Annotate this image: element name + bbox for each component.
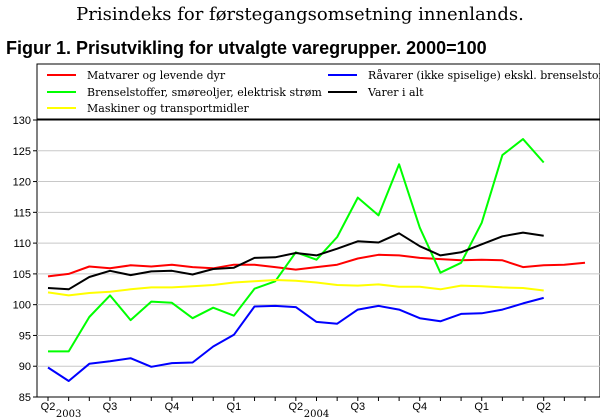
y-tick-label: 100: [13, 300, 31, 312]
legend-label: Matvarer og levende dyr: [87, 69, 226, 82]
legend-label: Brenselstoffer, smøreoljer, elektrisk st…: [87, 86, 322, 99]
x-quarter-label: Q3: [103, 401, 118, 413]
series-layer: [47, 138, 586, 382]
x-quarter-label: Q4: [412, 401, 427, 413]
series-line: [47, 253, 586, 278]
legend-box: [36, 63, 600, 120]
y-tick-label: 110: [13, 238, 31, 250]
y-axis-ticks: 85 90 95 100 105 110 115 120 125 130: [13, 115, 37, 404]
y-tick-label: 105: [13, 269, 31, 281]
legend: Matvarer og levende dyr Brenselstoffer, s…: [47, 69, 600, 115]
y-tick-label: 120: [13, 177, 31, 189]
y-tick-label: 125: [13, 146, 31, 158]
y-tick-label: 95: [19, 330, 31, 342]
legend-label: Råvarer (ikke spiselige) ekskl. brensels…: [368, 69, 600, 82]
figure-title: Figur 1. Prisutvikling for utvalgte vare…: [6, 38, 487, 58]
y-tick-label: 115: [13, 207, 31, 219]
x-quarter-label: Q3: [350, 401, 365, 413]
legend-label: Varer i alt: [367, 86, 424, 99]
series-line: [47, 231, 544, 291]
x-quarter-label: Q2: [41, 401, 56, 413]
legend-label: Maskiner og transportmidler: [87, 102, 249, 115]
grid-layer: [37, 150, 600, 367]
y-tick-label: 90: [19, 361, 31, 373]
series-line: [47, 296, 544, 382]
x-year-label: 2003: [56, 409, 81, 420]
y-tick-label: 130: [13, 115, 31, 127]
x-year-label: 2004: [304, 409, 329, 420]
page-header: Prisindeks for førstegangsomsetning inne…: [76, 4, 524, 25]
x-quarter-label: Q1: [474, 401, 489, 413]
x-quarter-label: Q4: [165, 401, 180, 413]
x-quarter-label: Q2: [289, 401, 304, 413]
y-tick-label: 85: [19, 392, 31, 404]
x-quarter-label: Q2: [536, 401, 551, 413]
series-line: [47, 279, 544, 297]
x-quarter-label: Q1: [227, 401, 242, 413]
